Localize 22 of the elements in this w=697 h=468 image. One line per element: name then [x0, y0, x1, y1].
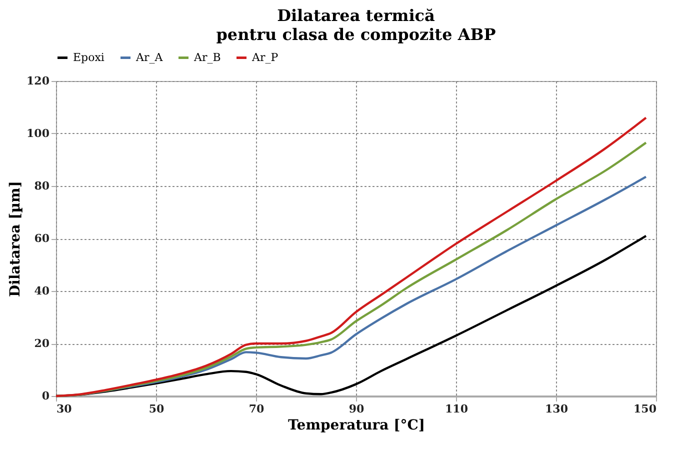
- x-tick-label: 110: [445, 402, 468, 416]
- x-tick-label: 130: [545, 402, 568, 416]
- y-tick-label: 0: [42, 390, 50, 402]
- y-tick-label: 20: [34, 337, 50, 350]
- chart-subtitle: pentru clasa de compozite ABP: [216, 25, 496, 44]
- legend-label: Ar_A: [135, 50, 164, 64]
- x-tick-label: 150: [634, 402, 657, 416]
- legend-label: Ar_B: [193, 50, 221, 64]
- y-tick-label: 120: [26, 74, 50, 88]
- legend-label: Epoxi: [73, 50, 105, 64]
- y-tick-label: 80: [34, 180, 50, 192]
- x-axis-title: Temperatura [°C]: [288, 418, 426, 434]
- y-tick-label: 40: [34, 284, 50, 298]
- chart-title: Dilatarea termică: [277, 6, 435, 25]
- x-tick-label: 30: [56, 402, 72, 416]
- x-tick-label: 50: [148, 402, 164, 416]
- legend-label: Ar_P: [251, 50, 279, 64]
- x-tick-label: 90: [348, 402, 364, 416]
- y-tick-label: 60: [34, 232, 50, 245]
- y-axis-title: Dilatarea [µm]: [8, 181, 24, 297]
- y-tick-label: 100: [26, 127, 50, 140]
- x-tick-label: 70: [248, 402, 264, 416]
